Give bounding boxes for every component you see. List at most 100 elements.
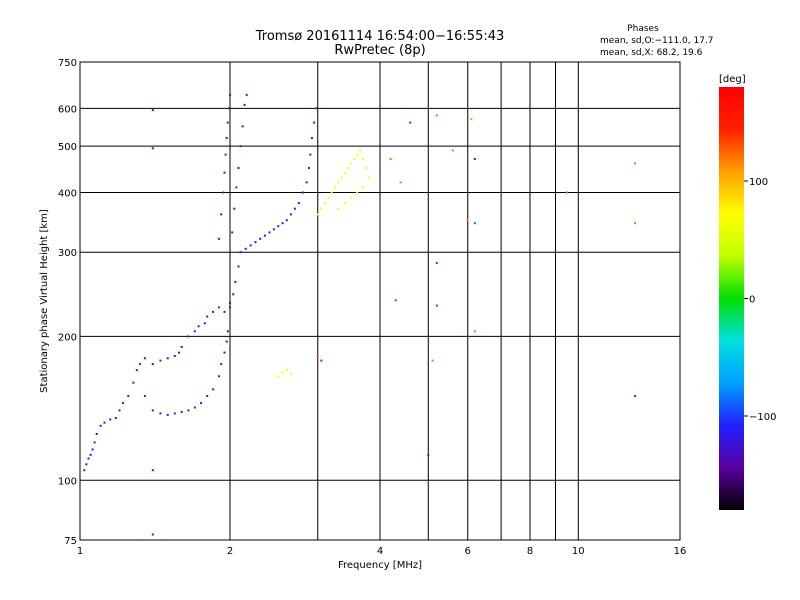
colorbar-tick-label: 0 (749, 295, 755, 306)
data-point (229, 306, 231, 309)
data-point (343, 202, 346, 205)
data-point (337, 207, 340, 210)
data-point (217, 375, 220, 378)
x-axis-label: Frequency [MHz] (338, 560, 422, 571)
data-point (272, 228, 275, 231)
data-point (365, 167, 367, 169)
data-point (243, 103, 246, 106)
data-point (178, 351, 180, 354)
data-point (180, 346, 183, 348)
data-point (173, 412, 176, 415)
data-point (435, 304, 438, 307)
data-point (337, 181, 340, 184)
data-point (394, 299, 397, 302)
data-points (83, 93, 637, 536)
data-point (634, 162, 637, 165)
data-point (399, 181, 402, 184)
data-point (473, 330, 476, 333)
data-point (340, 176, 343, 179)
data-point (353, 158, 356, 160)
data-point (139, 363, 142, 366)
data-point (285, 369, 288, 372)
data-point (89, 453, 92, 456)
data-point (350, 196, 353, 199)
data-point (151, 533, 154, 536)
chart-subtitle: RwPretec (8p) (334, 43, 425, 58)
data-point (268, 231, 271, 234)
data-point (362, 186, 365, 189)
data-point (180, 410, 183, 413)
data-point (229, 93, 231, 96)
x-tick-label: 2 (227, 546, 233, 557)
data-point (203, 322, 206, 325)
data-point (307, 167, 310, 169)
plot-frame (79, 61, 681, 541)
data-point (229, 301, 231, 304)
y-tick-label: 200 (58, 332, 77, 343)
data-point (85, 463, 88, 466)
data-point (151, 409, 154, 412)
data-point (151, 147, 154, 150)
data-point (135, 369, 138, 372)
data-point (225, 340, 228, 343)
data-point (223, 351, 226, 354)
y-tick-label: 600 (58, 104, 77, 115)
data-point (316, 213, 319, 216)
x-tick-label: 8 (527, 546, 533, 557)
y-axis-ticks: 75 100 200 300 400 500 600 750 (58, 58, 77, 547)
data-point (151, 109, 154, 112)
data-point (320, 359, 323, 362)
data-point (187, 409, 190, 412)
y-tick-label: 500 (58, 142, 77, 153)
data-point (297, 202, 300, 205)
data-point (239, 251, 242, 254)
data-point (281, 371, 284, 374)
data-point (223, 171, 226, 174)
data-point (222, 191, 225, 194)
data-point (212, 310, 215, 313)
data-point (634, 395, 637, 398)
colorbar-label: [deg] (719, 74, 746, 85)
data-point (235, 186, 238, 189)
data-point (356, 153, 359, 156)
y-axis-label: Stationary phase Virtual Height [km] (39, 209, 50, 393)
colorbar (719, 87, 744, 510)
colorbar-tick-label: −100 (749, 412, 776, 423)
data-point (249, 244, 252, 247)
x-axis-ticks: 1 2 4 6 8 10 16 (77, 546, 687, 557)
data-point (91, 448, 94, 451)
data-point (427, 453, 430, 456)
data-point (166, 413, 169, 416)
data-point (237, 167, 240, 169)
data-point (315, 107, 318, 110)
data-point (367, 176, 370, 179)
data-point (241, 125, 244, 128)
data-point (232, 293, 235, 296)
data-point (473, 222, 476, 225)
data-point (234, 280, 237, 283)
data-point (237, 265, 240, 268)
data-point (313, 121, 316, 124)
data-point (323, 202, 326, 205)
data-point (347, 167, 349, 169)
data-point (244, 247, 247, 250)
data-point (83, 469, 86, 472)
data-point (289, 372, 292, 375)
colorbar-tick-label: 100 (749, 177, 768, 188)
data-point (173, 355, 176, 357)
data-point (193, 330, 196, 333)
data-point (277, 375, 280, 378)
data-point (206, 315, 209, 318)
data-point (151, 363, 154, 366)
data-point (316, 355, 319, 357)
data-point (473, 158, 476, 160)
x-tick-label: 1 (77, 546, 83, 557)
y-tick-label: 75 (64, 536, 77, 547)
phases-o-stats: mean, sd,O:−111.0, 17.7 (600, 36, 714, 46)
y-tick-label: 400 (58, 188, 77, 199)
data-point (127, 395, 130, 398)
data-point (193, 406, 196, 409)
data-point (122, 402, 124, 405)
data-point (301, 191, 304, 194)
